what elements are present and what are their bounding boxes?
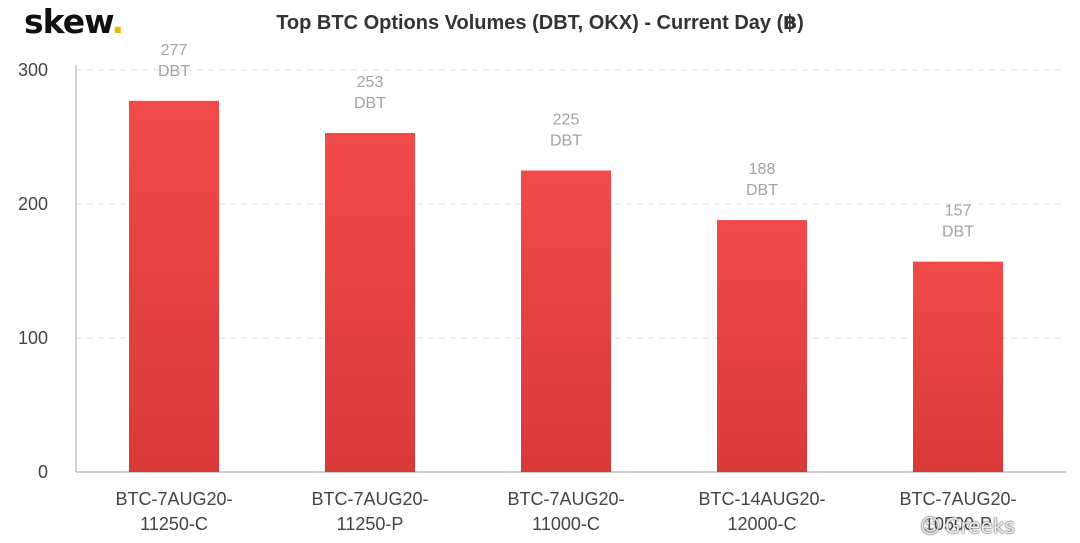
x-tick-label-0-1: 11250-C [140,514,208,534]
data-label-unit-0: DBT [158,63,190,80]
logo-text: skew [24,2,112,41]
x-tick-label-2-0: BTC-7AUG20- [507,489,624,509]
data-label-unit-1: DBT [354,95,386,112]
bar-0 [129,100,219,472]
logo-dot: . [111,2,124,41]
bar-3 [717,220,807,472]
data-label-unit-2: DBT [550,133,582,150]
y-tick-label-3: 300 [18,60,48,80]
x-tick-label-1-0: BTC-7AUG20- [311,489,428,509]
data-label-unit-3: DBT [746,182,778,199]
x-tick-label-1-1: 11250-P [337,514,404,534]
watermark: ☺ Greeks [920,514,1015,538]
watermark-text: Greeks [944,514,1015,538]
chart-title: Top BTC Options Volumes (DBT, OKX) - Cur… [276,12,804,34]
y-tick-label-2: 200 [18,194,48,214]
y-tick-label-0: 0 [38,462,48,482]
data-label-unit-4: DBT [942,224,974,241]
x-tick-label-3-1: 12000-C [727,514,796,534]
data-label-value-2: 225 [553,112,580,129]
data-label-value-1: 253 [357,74,384,91]
data-label-value-3: 188 [749,161,776,178]
bar-1 [325,132,415,473]
bar-2 [521,170,611,472]
y-tick-label-1: 100 [18,328,48,348]
data-label-value-4: 157 [945,203,972,220]
skew-logo: skew. [24,2,124,41]
wechat-icon: ☺ [920,514,941,538]
bar-4 [913,261,1003,472]
data-label-value-0: 277 [161,42,188,59]
x-tick-label-4-1: 10500-P [924,514,992,534]
x-tick-label-3-0: BTC-14AUG20- [698,489,825,509]
x-tick-label-2-1: 11000-C [532,514,600,534]
x-tick-label-0-0: BTC-7AUG20- [115,489,232,509]
x-tick-label-4-0: BTC-7AUG20- [899,489,1016,509]
